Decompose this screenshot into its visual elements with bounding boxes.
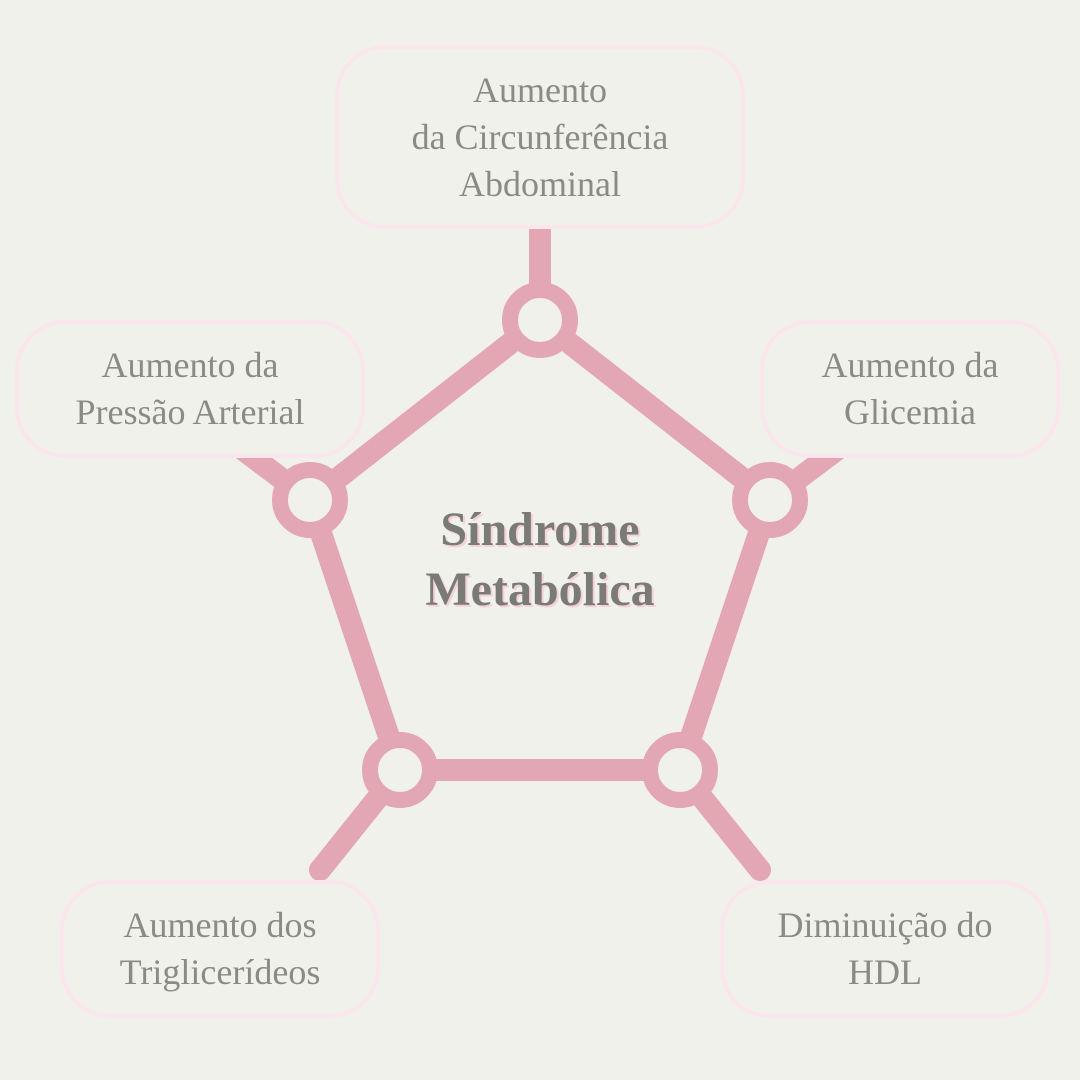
factor-label-4: Aumento daPressão Arterial xyxy=(15,320,365,458)
factor-label-0: Aumentoda CircunferênciaAbdominal xyxy=(335,45,745,229)
factor-label-2: Diminuição doHDL xyxy=(720,880,1050,1018)
factor-label-1: Aumento daGlicemia xyxy=(760,320,1060,458)
center-title: SíndromeMetabólica xyxy=(395,500,685,620)
factor-label-3: Aumento dosTriglicerídeos xyxy=(60,880,380,1018)
